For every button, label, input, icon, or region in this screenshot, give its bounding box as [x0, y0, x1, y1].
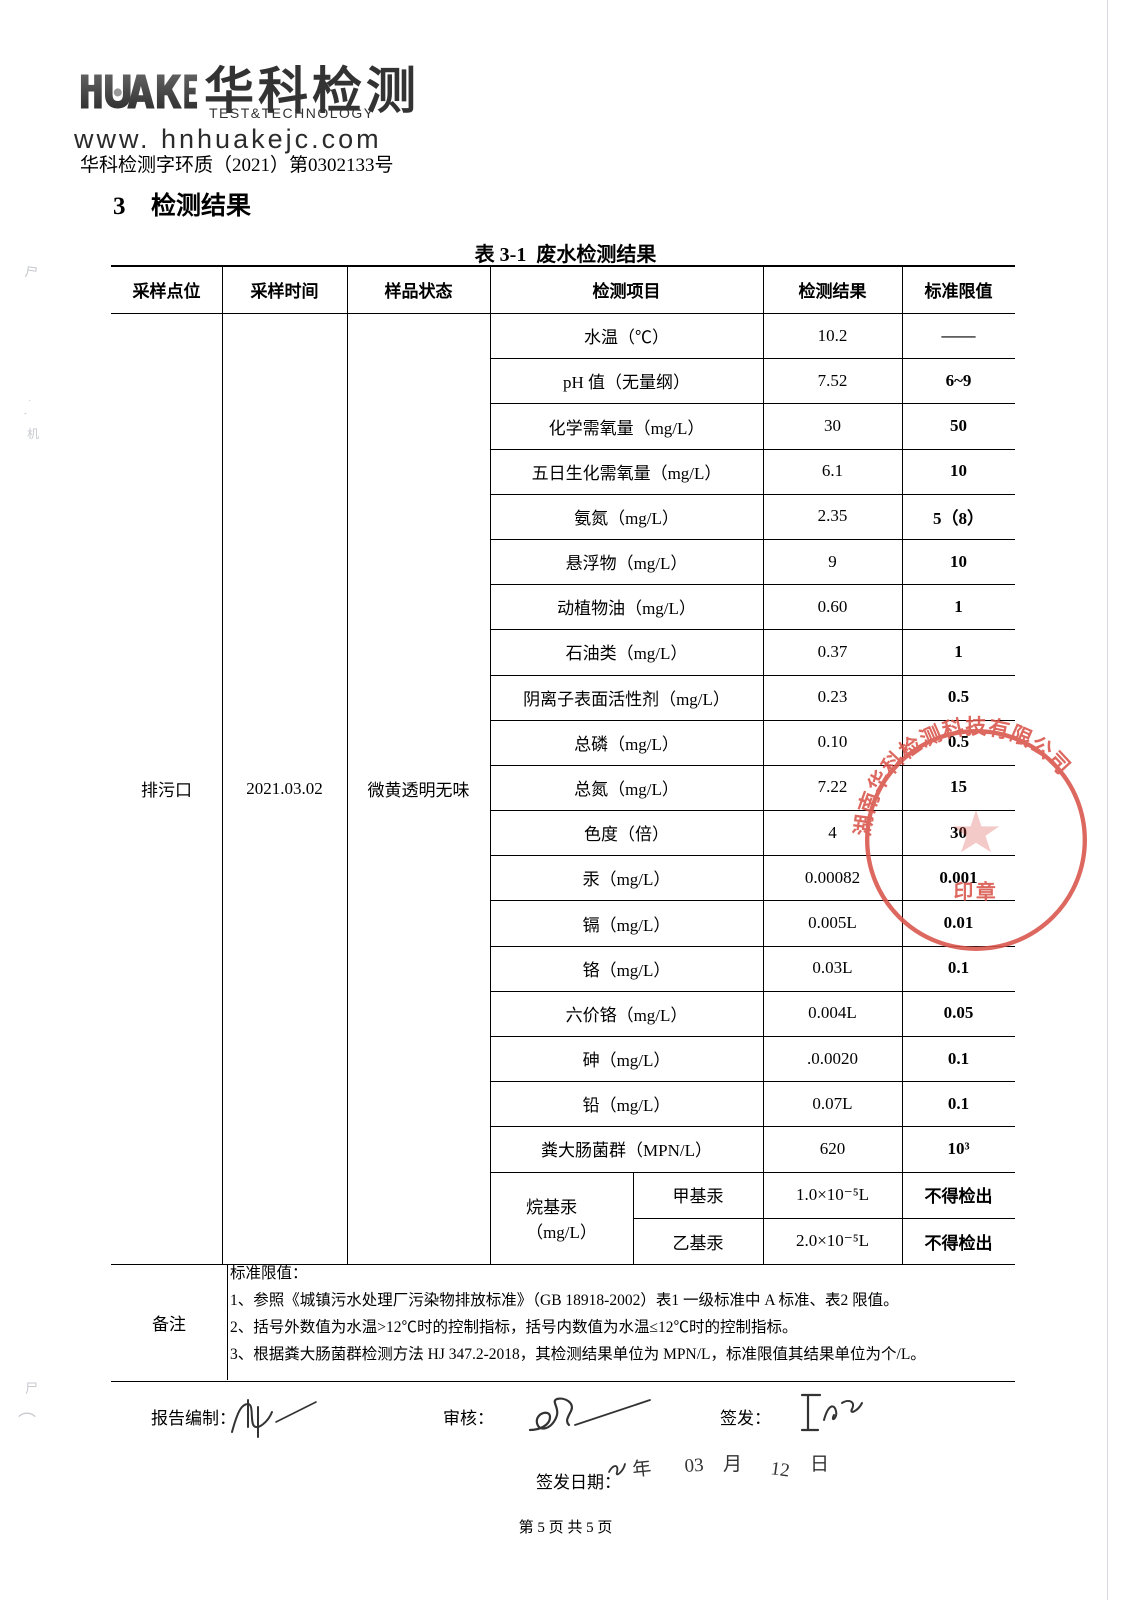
svg-text:日: 日 [810, 1454, 829, 1475]
svg-text:03: 03 [684, 1455, 704, 1477]
svg-text:印章: 印章 [954, 880, 999, 903]
svg-text:湖南华科检测科技有限公司: 湖南华科检测科技有限公司 [851, 714, 1076, 837]
svg-text:12: 12 [769, 1458, 791, 1481]
svg-text:月: 月 [723, 1454, 742, 1475]
svg-text:年: 年 [631, 1457, 652, 1481]
